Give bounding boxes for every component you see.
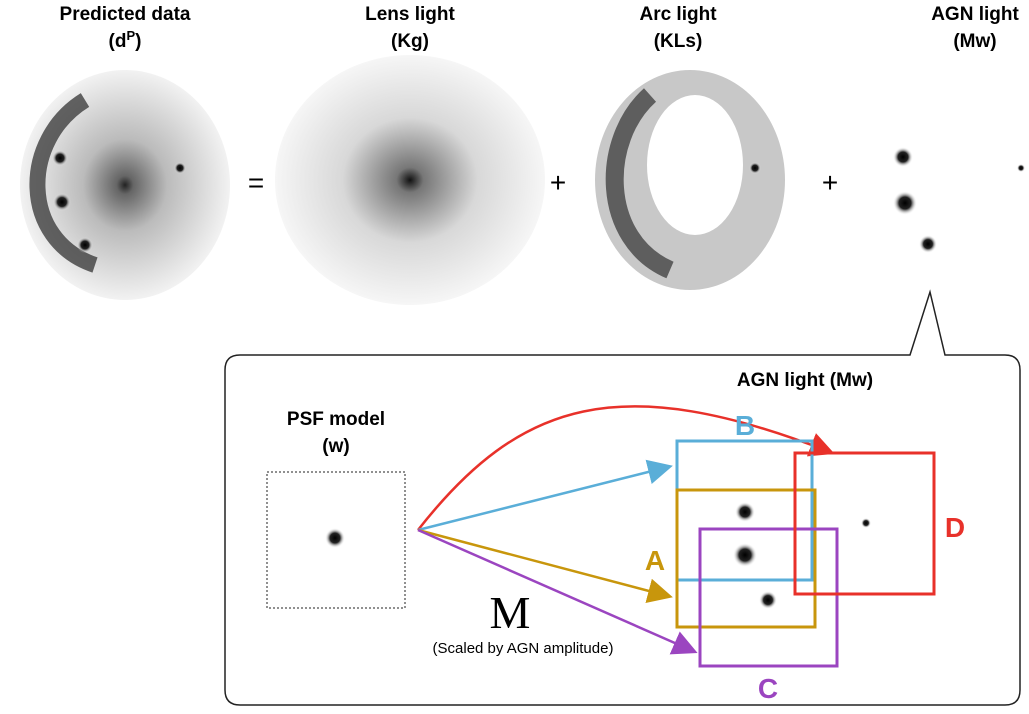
psf-label: (w) bbox=[322, 436, 349, 457]
agn-point bbox=[759, 591, 777, 609]
label-sup: P bbox=[126, 28, 135, 43]
operator: + bbox=[822, 167, 838, 198]
psf-star bbox=[325, 528, 345, 548]
box-label: D bbox=[945, 512, 965, 543]
psf-frame bbox=[266, 471, 406, 609]
predicted-image bbox=[20, 70, 230, 300]
inset-title: AGN light (Mw) bbox=[737, 370, 873, 391]
panel-label: (Mw) bbox=[953, 31, 996, 52]
box-a bbox=[675, 488, 817, 629]
panel-title: Predicted data bbox=[60, 4, 191, 25]
panel-label: (dP) bbox=[109, 28, 142, 52]
box-label: B bbox=[735, 410, 755, 441]
arrow bbox=[417, 528, 698, 655]
label-part: (d bbox=[109, 31, 127, 52]
arrow bbox=[417, 459, 673, 532]
label-part: ) bbox=[135, 31, 141, 52]
box-d bbox=[793, 451, 936, 596]
arrow bbox=[417, 528, 673, 603]
panel-title: Lens light bbox=[365, 4, 455, 25]
agn-point bbox=[735, 502, 755, 522]
box-label: C bbox=[758, 673, 778, 704]
operator: + bbox=[550, 167, 566, 198]
arc-image bbox=[595, 70, 785, 290]
box-c bbox=[698, 527, 839, 668]
panel-label: (Kg) bbox=[391, 31, 429, 52]
operator-m: M bbox=[490, 587, 531, 638]
panel-title: AGN light bbox=[931, 4, 1019, 25]
panel-label: (KLs) bbox=[654, 31, 703, 52]
operator: = bbox=[248, 167, 264, 198]
panel-title: Arc light bbox=[639, 4, 717, 25]
agn-image bbox=[893, 147, 1025, 253]
box-label: A bbox=[645, 545, 665, 576]
agn-point bbox=[733, 543, 757, 567]
lens-image bbox=[275, 55, 545, 305]
agn-point bbox=[861, 518, 871, 528]
psf-title: PSF model bbox=[287, 409, 385, 430]
callout bbox=[224, 289, 1021, 706]
arrow bbox=[417, 405, 835, 531]
operator-note: (Scaled by AGN amplitude) bbox=[433, 640, 614, 657]
